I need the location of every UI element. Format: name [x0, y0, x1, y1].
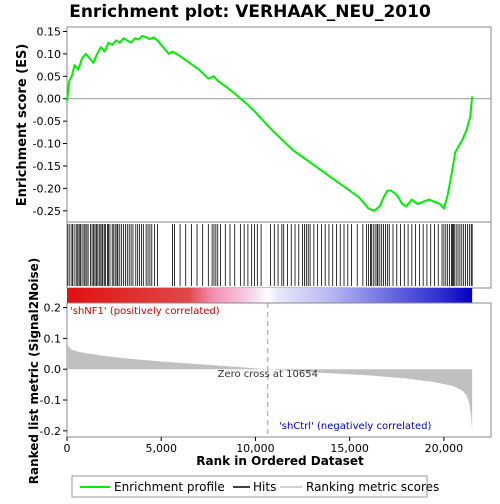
es-y-tick-label: -0.20 [33, 182, 61, 195]
legend: Enrichment profile Hits Ranking metric s… [71, 475, 439, 498]
x-tick-label: 15,000 [330, 442, 369, 455]
es-y-tick-label: 0.15 [37, 25, 62, 38]
legend-enrichment-label: Enrichment profile [114, 480, 225, 494]
positive-correlation-label: 'shNF1' (positively correlated) [70, 306, 220, 317]
legend-metric-label: Ranking metric scores [306, 480, 439, 494]
hits-panel-frame [66, 221, 492, 289]
es-panel-frame [66, 26, 492, 223]
es-y-ticks: -0.25 -0.20 -0.15 -0.10 -0.05 0.00 0.05 0.10 0.1… [33, 25, 67, 218]
es-y-tick-label: 0.05 [37, 70, 62, 83]
rank-colorbar [67, 288, 473, 303]
x-tick-label: 10,000 [236, 442, 275, 455]
es-y-tick-label: -0.15 [33, 160, 61, 173]
metric-y-tick-label: 0.2 [44, 302, 62, 315]
x-axis: 0 5,000 10,000 15,000 20,000 [64, 437, 464, 455]
x-tick-label: 5,000 [145, 442, 177, 455]
legend-hits-label: Hits [253, 480, 276, 494]
metric-y-tick-label: 0.1 [44, 332, 62, 345]
metric-panel: Zero cross at 10654 'shNF1' (positively … [27, 258, 492, 485]
metric-y-ticks: -0.2 -0.1 0.0 0.1 0.2 [40, 302, 67, 438]
es-y-tick-label: -0.25 [33, 205, 61, 218]
es-y-axis-label: Enrichment score (ES) [15, 44, 30, 207]
enrichment-profile-line [66, 34, 474, 212]
hit-marks [67, 224, 473, 286]
metric-y-tick-label: -0.2 [40, 425, 61, 438]
metric-y-tick-label: -0.1 [40, 394, 61, 407]
x-tick-label: 20,000 [425, 442, 464, 455]
es-y-tick-label: 0.00 [37, 93, 62, 106]
es-y-tick-label: -0.10 [33, 138, 61, 151]
x-axis-label: Rank in Ordered Dataset [196, 454, 364, 468]
es-y-tick-label: -0.05 [33, 115, 61, 128]
chart-title: Enrichment plot: VERHAAK_NEU_2010 [69, 2, 431, 22]
es-y-tick-label: 0.10 [37, 48, 62, 61]
metric-y-tick-label: 0.0 [44, 363, 62, 376]
x-tick-label: 0 [64, 442, 71, 455]
metric-y-axis-label: Ranked list metric (Signal2Noise) [27, 258, 41, 485]
hits-panel [66, 221, 492, 303]
zero-cross-label: Zero cross at 10654 [218, 369, 318, 380]
negative-correlation-label: 'shCtrl' (negatively correlated) [279, 421, 431, 432]
es-panel: -0.25 -0.20 -0.15 -0.10 -0.05 0.00 0.05 0.10 0.1… [15, 25, 492, 223]
